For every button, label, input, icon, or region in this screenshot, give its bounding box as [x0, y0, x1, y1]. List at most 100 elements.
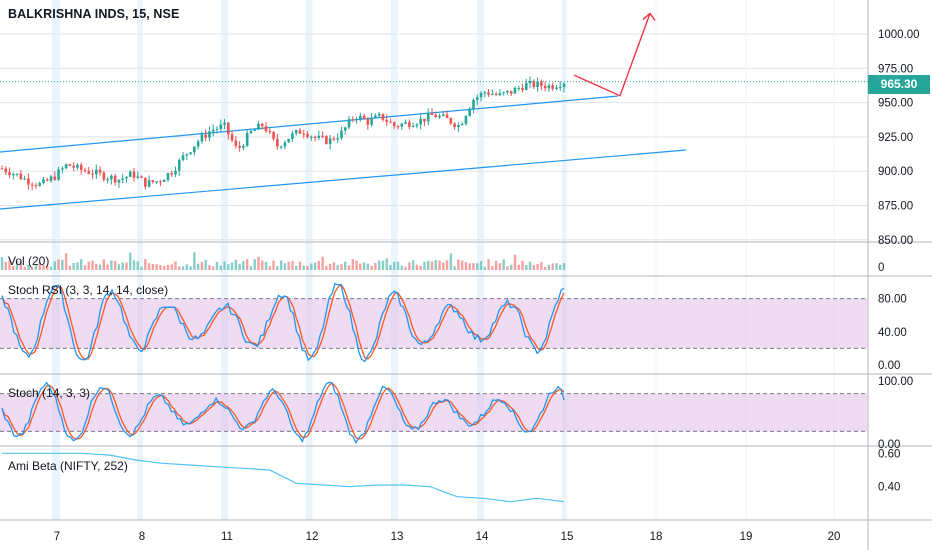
volume-bar	[245, 259, 249, 270]
volume-bar	[4, 261, 7, 270]
volume-bar	[547, 264, 551, 270]
volume-bar	[264, 261, 268, 270]
time-tick-label: 18	[650, 531, 663, 543]
candle-body	[57, 169, 60, 180]
volume-bar	[411, 260, 415, 270]
volume-bar	[445, 260, 449, 270]
volume-bar	[212, 266, 215, 270]
volume-bar	[189, 266, 192, 270]
candle-body	[272, 131, 275, 139]
candle-body	[396, 126, 400, 128]
candle-body	[298, 130, 302, 134]
volume-bar	[272, 260, 275, 270]
volume-bar	[129, 252, 132, 270]
candle-body	[309, 136, 313, 138]
volume-bar	[53, 261, 57, 270]
candle-body	[189, 152, 192, 154]
candle-body	[15, 173, 19, 175]
candle-body	[45, 179, 49, 181]
volume-bar	[8, 260, 11, 270]
candle-body	[140, 176, 143, 178]
ami-beta-tick-label: 0.60	[878, 448, 900, 460]
time-tick-label: 11	[221, 531, 233, 543]
volume-bar	[27, 264, 30, 270]
volume-bar	[249, 266, 253, 270]
volume-bar	[257, 256, 260, 270]
candle-body	[336, 138, 339, 140]
volume-bar	[283, 263, 287, 270]
volume-bar	[317, 260, 321, 270]
candle-body	[457, 125, 460, 128]
candle-body	[494, 94, 498, 96]
candle-body	[468, 108, 472, 116]
candle-body	[170, 173, 174, 175]
volume-bar	[389, 264, 392, 270]
volume-bar	[159, 265, 162, 270]
volume-bar	[193, 252, 196, 270]
volume-bar	[38, 262, 41, 270]
candle-body	[491, 94, 494, 96]
volume-bar	[396, 261, 400, 270]
volume-bar	[144, 259, 147, 270]
candle-body	[442, 114, 445, 116]
volume-bar	[521, 260, 524, 270]
volume-bar	[385, 258, 388, 270]
volume-bar	[95, 263, 98, 270]
volume-bar	[430, 261, 434, 270]
candle-body	[562, 83, 566, 88]
volume-bar	[223, 261, 226, 270]
volume-bar	[344, 261, 347, 270]
candle-body	[181, 155, 185, 160]
volume-bar	[536, 264, 539, 270]
volume-tick-label: 0	[878, 262, 884, 274]
volume-bar	[336, 265, 339, 270]
time-tick-label: 8	[139, 531, 145, 543]
time-tick-label: 15	[561, 531, 574, 543]
candle-body	[487, 92, 490, 95]
candle-body	[27, 178, 30, 185]
session-band	[137, 0, 143, 520]
candle-body	[306, 133, 309, 138]
volume-bar	[83, 265, 87, 270]
volume-bar	[12, 265, 15, 270]
candle-body	[185, 153, 189, 156]
volume-bar	[64, 253, 68, 270]
candle-body	[174, 170, 177, 175]
candle-body	[76, 164, 79, 168]
volume-bar	[162, 265, 166, 270]
candle-body	[196, 141, 200, 147]
oscillator-tick-label: 100.00	[878, 376, 913, 388]
volume-bar	[208, 265, 211, 270]
volume-bar	[351, 259, 354, 270]
oscillator-tick-label: 0.00	[878, 360, 900, 372]
session-band	[52, 0, 60, 520]
volume-bar	[76, 262, 79, 270]
volume-bar	[279, 260, 283, 270]
candle-body	[117, 179, 121, 183]
candle-body	[377, 113, 381, 116]
volume-bar	[491, 266, 494, 270]
stoch-k-line	[1, 381, 565, 445]
candle-body	[53, 176, 57, 180]
volume-bar	[408, 262, 411, 270]
candle-body	[283, 142, 287, 147]
volume-bar	[91, 260, 94, 270]
volume-bar	[555, 263, 558, 270]
candle-body	[159, 181, 162, 183]
candle-body	[506, 90, 509, 93]
time-tick-label: 19	[740, 531, 753, 543]
candle-body	[543, 85, 547, 89]
candle-body	[313, 136, 317, 138]
volume-bar	[30, 266, 34, 270]
volume-bar	[19, 261, 23, 270]
candle-body	[257, 123, 260, 130]
ami-beta-tick-label: 0.40	[878, 482, 900, 494]
candle-body	[509, 90, 513, 94]
candle-body	[355, 118, 358, 120]
candle-body	[245, 133, 249, 146]
candle-body	[208, 131, 211, 138]
volume-bar	[121, 262, 124, 270]
volume-bar	[427, 260, 430, 270]
candle-body	[125, 176, 128, 179]
